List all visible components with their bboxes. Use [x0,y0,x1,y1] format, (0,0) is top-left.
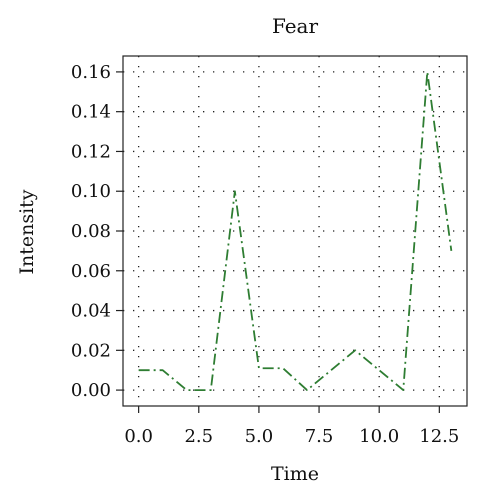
x-tick-label: 12.5 [419,426,459,447]
y-tick-label: 0.14 [71,102,111,123]
y-tick-label: 0.00 [71,380,111,401]
y-tick-label: 0.08 [71,221,111,242]
chart-title: Fear [272,14,319,38]
x-tick-label: 0.0 [124,426,153,447]
x-tick-label: 2.5 [184,426,213,447]
x-tick-label: 7.5 [305,426,334,447]
y-tick-label: 0.04 [71,301,111,322]
x-axis-label: Time [271,463,319,485]
y-tick-label: 0.16 [71,62,111,83]
y-tick-label: 0.02 [71,340,111,361]
x-tick-label: 10.0 [359,426,399,447]
y-axis: 0.00 0.02 0.04 0.06 0.08 0.10 0.12 0.14 0.16 [71,62,123,401]
x-axis: 0.0 2.5 5.0 7.5 10.0 12.5 [124,406,459,447]
series-layer [138,71,453,391]
y-tick-label: 0.12 [71,141,111,162]
y-axis-label: Intensity [16,189,38,274]
x-tick-label: 5.0 [245,426,274,447]
y-tick-label: 0.10 [71,181,111,202]
y-tick-label: 0.06 [71,261,111,282]
series-line-0 [138,71,453,391]
